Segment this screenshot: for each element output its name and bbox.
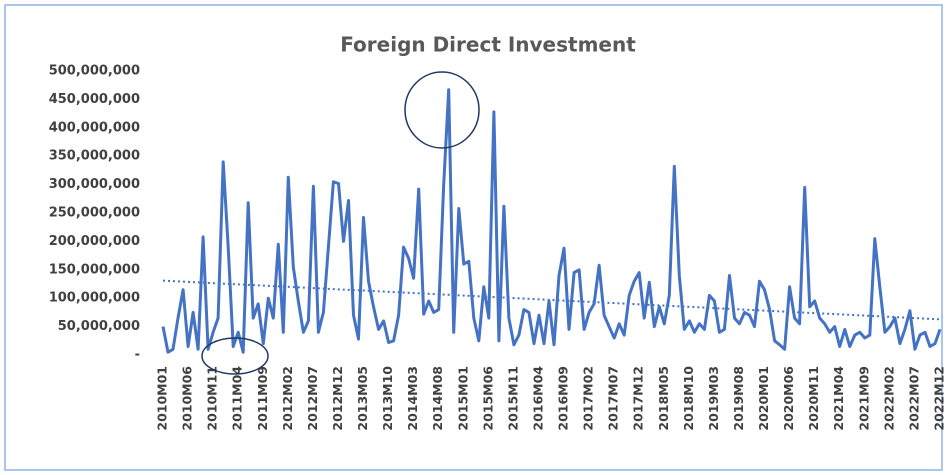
highlight-circle: [404, 71, 480, 149]
y-tick-label: 450,000,000: [49, 92, 140, 107]
y-tick-label: 500,000,000: [49, 64, 140, 79]
y-tick-label: 150,000,000: [49, 262, 140, 277]
x-tick-label: 2019M03: [706, 366, 721, 431]
y-tick-label: 50,000,000: [58, 319, 140, 334]
x-tick-label: 2010M01: [155, 366, 170, 431]
x-tick-label: 2017M12: [631, 366, 646, 431]
x-tick-label: 2017M02: [581, 366, 596, 431]
x-tick-label: 2018M10: [681, 366, 696, 431]
x-tick-label: 2020M06: [781, 366, 796, 431]
x-tick-label: 2013M10: [380, 366, 395, 431]
x-tick-label: 2020M11: [806, 366, 821, 431]
x-tick-label: 2018M05: [656, 366, 671, 431]
x-tick-label: 2022M02: [881, 366, 896, 431]
x-tick-label: 2013M05: [355, 366, 370, 431]
x-tick-label: 2020M01: [756, 366, 771, 431]
x-tick-label: 2022M07: [906, 366, 921, 431]
x-tick-label: 2011M04: [230, 366, 245, 431]
x-tick-label: 2014M03: [405, 366, 420, 431]
x-tick-label: 2010M11: [205, 366, 220, 431]
x-tick-label: 2010M06: [180, 366, 195, 431]
chart-border: [4, 4, 943, 471]
y-tick-label: 250,000,000: [49, 206, 140, 221]
x-tick-label: 2015M11: [505, 366, 520, 431]
x-tick-label: 2016M04: [530, 366, 545, 431]
y-tick-label: -: [135, 348, 140, 363]
x-tick-label: 2021M09: [856, 366, 871, 431]
x-tick-label: 2012M12: [330, 366, 345, 431]
x-tick-label: 2015M01: [455, 366, 470, 431]
y-tick-label: 400,000,000: [49, 120, 140, 135]
y-tick-label: 100,000,000: [49, 291, 140, 306]
x-tick-label: 2022M12: [932, 366, 947, 431]
x-tick-label: 2021M04: [831, 366, 846, 431]
x-tick-label: 2011M09: [255, 366, 270, 431]
x-tick-label: 2014M08: [430, 366, 445, 431]
x-tick-label: 2019M08: [731, 366, 746, 431]
x-tick-label: 2012M02: [280, 366, 295, 431]
x-tick-label: 2015M06: [480, 366, 495, 431]
x-tick-label: 2012M07: [305, 366, 320, 431]
series-line: [161, 88, 942, 354]
y-tick-label: 350,000,000: [49, 149, 140, 164]
y-tick-label: 200,000,000: [49, 234, 140, 249]
x-tick-label: 2016M09: [556, 366, 571, 431]
y-tick-label: 300,000,000: [49, 177, 140, 192]
x-tick-label: 2017M07: [606, 366, 621, 431]
highlight-circle: [201, 337, 269, 375]
chart-title: Foreign Direct Investment: [340, 33, 636, 57]
